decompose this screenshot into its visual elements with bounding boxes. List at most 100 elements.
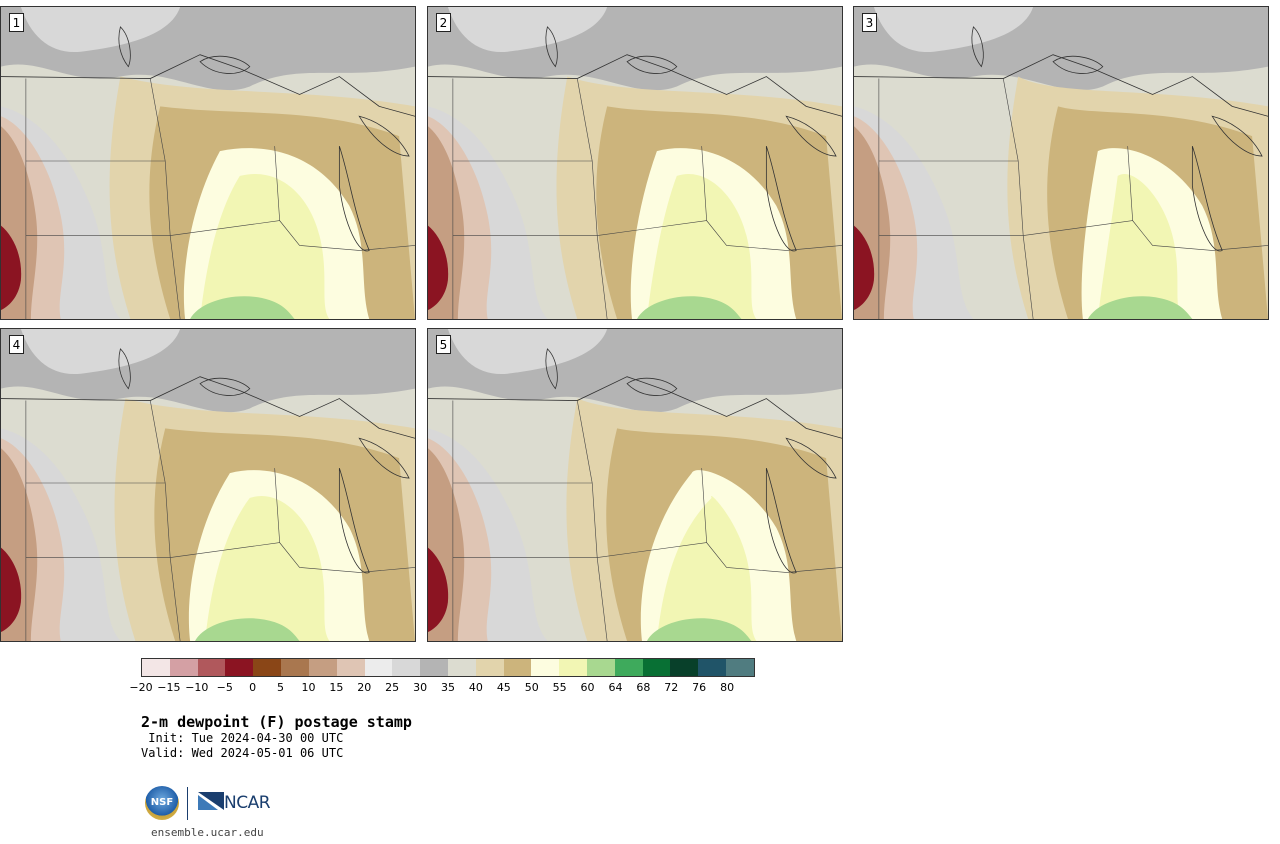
colorbar-tick-label: 25 — [385, 681, 400, 694]
state-lines — [878, 78, 1268, 319]
lake-superior — [199, 377, 251, 396]
colorbar-tick-label: 60 — [580, 681, 595, 694]
humid-pocket-green — [646, 618, 752, 641]
dewpoint-map-4 — [1, 329, 415, 641]
lake-huron — [785, 437, 837, 479]
logo-divider — [187, 787, 188, 820]
colorbar-swatch — [281, 659, 309, 676]
humid-pocket-green — [195, 618, 300, 641]
dry-region-north-light — [447, 329, 608, 375]
dry-region-north-light — [20, 329, 181, 375]
colorbar-tick-label: 20 — [357, 681, 372, 694]
colorbar-tick-label: 30 — [413, 681, 428, 694]
site-url: ensemble.ucar.edu — [151, 826, 264, 839]
colorbar-tick-label: 40 — [468, 681, 483, 694]
colorbar-tick-label: 50 — [524, 681, 539, 694]
panel-number-1: 1 — [9, 13, 24, 32]
west-very-dry — [854, 225, 875, 311]
colorbar-tick-label: −5 — [216, 681, 233, 694]
border-line — [428, 54, 842, 117]
moist-core-yellow — [200, 173, 330, 319]
dry-region-north-light — [873, 7, 1034, 53]
colorbar-tick-label: 72 — [664, 681, 679, 694]
dewpoint-map-1 — [1, 7, 415, 319]
colorbar-swatch — [225, 659, 254, 676]
colorbar-swatch — [169, 659, 198, 676]
lake-superior — [626, 55, 678, 74]
state-lines — [452, 78, 842, 319]
colorbar-swatch — [726, 659, 754, 676]
state-lines — [25, 78, 415, 319]
dewpoint-map-2 — [428, 7, 842, 319]
lake-winnipeg — [118, 348, 131, 390]
humid-pocket-green — [1087, 296, 1193, 319]
colorbar-swatch — [253, 659, 282, 676]
lake-michigan — [338, 145, 370, 252]
colorbar-tick-label: 45 — [496, 681, 511, 694]
border-line — [1, 54, 415, 117]
figure-title: 2-m dewpoint (F) postage stamp — [141, 713, 412, 731]
dry-region-north-light — [20, 7, 181, 53]
lake-huron — [358, 437, 410, 479]
panel-number-2: 2 — [436, 13, 451, 32]
lake-michigan — [1191, 145, 1223, 252]
colorbar-swatch — [503, 659, 532, 676]
colorbar-swatch — [197, 659, 226, 676]
colorbar-swatch — [698, 659, 727, 676]
dry-region-north-light — [447, 7, 608, 53]
state-lines — [452, 400, 842, 641]
colorbar-swatch — [670, 659, 699, 676]
colorbar-swatch — [308, 659, 337, 676]
colorbar-tick-label: 5 — [277, 681, 285, 694]
lake-michigan — [765, 467, 797, 574]
lake-michigan — [765, 145, 797, 252]
dewpoint-map-5 — [428, 329, 842, 641]
colorbar-tick-label: −20 — [129, 681, 153, 694]
init-time: Init: Tue 2024-04-30 00 UTC — [141, 731, 344, 745]
lake-superior — [626, 377, 678, 396]
lake-superior — [199, 55, 251, 74]
panel-number-3: 3 — [862, 13, 877, 32]
lake-superior — [1052, 55, 1104, 74]
lake-huron — [358, 115, 410, 157]
west-very-dry — [1, 225, 22, 311]
map-panel-3: 3 — [853, 6, 1269, 320]
lake-winnipeg — [545, 348, 558, 390]
west-very-dry — [428, 225, 449, 311]
colorbar-tick-label: 0 — [249, 681, 257, 694]
west-very-dry — [428, 547, 449, 633]
map-panel-1: 1 — [0, 6, 416, 320]
map-panel-5: 5 — [427, 328, 843, 642]
colorbar-tick-label: −10 — [185, 681, 209, 694]
border-line — [1, 376, 415, 439]
colorbar-tick-label: 15 — [329, 681, 344, 694]
moist-core-yellow — [205, 495, 330, 641]
border-line — [428, 376, 842, 439]
colorbar-swatch — [587, 659, 615, 676]
ncar-logo-text: NCAR — [224, 793, 271, 813]
colorbar-tick-label: 55 — [552, 681, 567, 694]
moist-core-yellow — [656, 495, 757, 641]
colorbar-tick-label: 64 — [608, 681, 623, 694]
moist-core-yellow — [1097, 173, 1183, 319]
panel-number-5: 5 — [436, 335, 451, 354]
moist-core-yellow — [646, 173, 757, 319]
humid-pocket-green — [636, 296, 742, 319]
valid-time: Valid: Wed 2024-05-01 06 UTC — [141, 746, 344, 760]
colorbar-swatch — [475, 659, 504, 676]
colorbar-swatch — [392, 659, 421, 676]
dewpoint-colorbar — [141, 658, 755, 677]
humid-pocket-green — [190, 296, 295, 319]
colorbar-tick-label: 76 — [692, 681, 707, 694]
lake-winnipeg — [545, 26, 558, 68]
lake-winnipeg — [118, 26, 131, 68]
colorbar-swatch — [642, 659, 671, 676]
colorbar-swatch — [614, 659, 643, 676]
colorbar-swatch — [531, 659, 560, 676]
map-panel-4: 4 — [0, 328, 416, 642]
colorbar-swatch — [420, 659, 448, 676]
colorbar-tick-labels: −20 −15 −10 −5 0 5 10 15 20 25 30 35 40 45 50 55 60 64 68 7… — [129, 681, 755, 695]
colorbar-tick-label: 80 — [720, 681, 735, 694]
logo-group: NSF NCAR — [145, 786, 275, 822]
colorbar-swatch — [559, 659, 587, 676]
